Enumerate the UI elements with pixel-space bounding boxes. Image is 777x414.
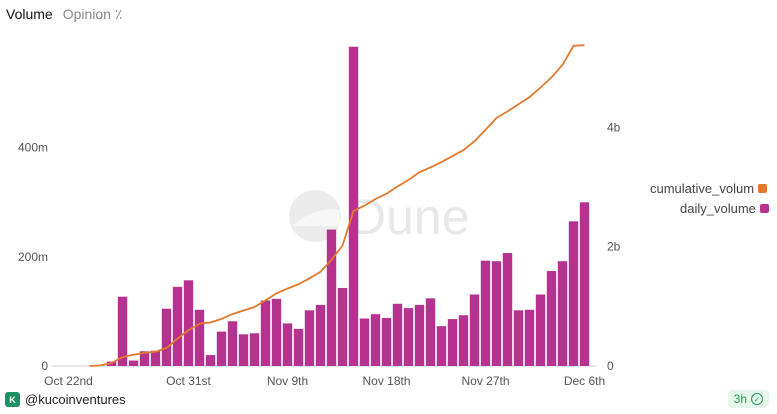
bar [304, 310, 315, 366]
bar [194, 309, 205, 366]
bar [535, 294, 546, 366]
legend-swatch [759, 203, 769, 213]
x-tick-label: Dec 6th [564, 374, 605, 388]
bar [425, 298, 436, 366]
bar [315, 304, 326, 366]
x-tick-label: Nov 18th [362, 374, 410, 388]
bar [293, 328, 304, 366]
bar [403, 308, 414, 366]
bar [216, 331, 227, 366]
bar [392, 303, 403, 366]
x-tick-label: Oct 22nd [44, 374, 93, 388]
bar [128, 360, 139, 366]
bar [282, 323, 293, 366]
bar [205, 355, 216, 366]
bar [436, 326, 447, 366]
freshness-age: 3h [733, 392, 747, 406]
bar [348, 46, 359, 366]
right-tick-label: 0 [607, 359, 614, 373]
bar [139, 351, 150, 366]
legend: cumulative_volum daily_volume [650, 178, 769, 218]
author-handle: @kucoinventures [25, 392, 126, 407]
bar [249, 333, 260, 366]
bar [359, 318, 370, 366]
bar [337, 287, 348, 366]
x-tick-label: Nov 9th [267, 374, 308, 388]
bar [260, 300, 271, 366]
left-tick-label: 200m [18, 250, 48, 264]
x-tick-label: Nov 27th [461, 374, 509, 388]
bar [458, 315, 469, 366]
bar [480, 260, 491, 366]
freshness-badge[interactable]: 3h ✓ [727, 390, 769, 408]
bar [161, 308, 172, 366]
bar [238, 334, 249, 366]
dune-watermark: Dune [289, 189, 470, 245]
bar [150, 350, 161, 366]
legend-item-cumulative[interactable]: cumulative_volum [650, 178, 769, 198]
kucoin-logo-icon: K [5, 392, 20, 407]
bar [326, 229, 337, 366]
legend-swatch [758, 183, 768, 193]
bar [502, 253, 513, 366]
cumulative-line [89, 44, 585, 367]
right-tick-label: 2b [607, 240, 621, 254]
tab-opinion[interactable]: Opinion ٪ [62, 6, 123, 22]
bar [491, 261, 502, 366]
tab-volume[interactable]: Volume [6, 6, 53, 22]
bar [183, 280, 194, 366]
bar [414, 304, 425, 366]
bar [568, 221, 579, 366]
bar [469, 294, 480, 366]
bar [447, 319, 458, 366]
bar [370, 314, 381, 366]
right-tick-label: 4b [607, 120, 621, 134]
bar [579, 202, 590, 366]
bar [513, 310, 524, 366]
bar [557, 261, 568, 366]
bar [227, 321, 238, 366]
bar [117, 296, 128, 366]
x-tick-label: Oct 31st [166, 374, 211, 388]
legend-item-daily[interactable]: daily_volume [650, 198, 769, 218]
legend-label: daily_volume [680, 200, 756, 216]
bar [271, 298, 282, 366]
bar [172, 286, 183, 366]
bar [524, 309, 535, 366]
watermark-text: Dune [350, 189, 470, 245]
chart-tabs: Volume Opinion ٪ [6, 6, 122, 23]
check-circle-icon: ✓ [751, 393, 763, 405]
author[interactable]: K @kucoinventures [5, 392, 126, 407]
bar [381, 317, 392, 366]
left-tick-label: 0 [41, 359, 48, 373]
left-tick-label: 400m [18, 141, 48, 155]
legend-label: cumulative_volum [650, 180, 755, 196]
bar [546, 271, 557, 366]
footer: K @kucoinventures 3h ✓ [0, 388, 777, 414]
